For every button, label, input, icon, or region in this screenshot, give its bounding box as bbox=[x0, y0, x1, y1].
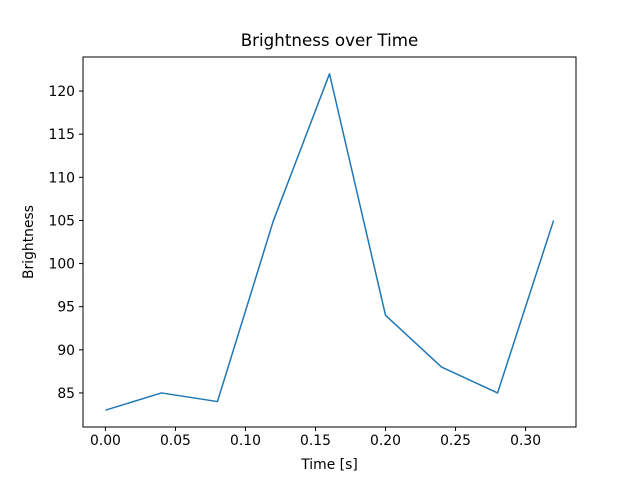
chart-title: Brightness over Time bbox=[241, 30, 419, 50]
y-axis-label: Brightness bbox=[21, 205, 37, 279]
y-tick-label: 100 bbox=[48, 257, 75, 273]
y-axis-ticks: 85 90 95 100 105 110 115 120 bbox=[48, 84, 83, 402]
x-tick-label: 0.15 bbox=[300, 433, 331, 449]
axes-frame bbox=[82, 56, 577, 428]
x-tick-label: 0.00 bbox=[90, 433, 121, 449]
y-tick-label: 120 bbox=[48, 84, 75, 100]
brightness-line-series bbox=[105, 73, 555, 411]
y-tick-label: 110 bbox=[48, 170, 75, 186]
y-tick-label: 95 bbox=[57, 300, 75, 316]
y-tick-label: 90 bbox=[57, 343, 75, 359]
x-tick-label: 0.25 bbox=[440, 433, 471, 449]
x-axis-label: Time [s] bbox=[300, 457, 358, 473]
x-tick-label: 0.30 bbox=[510, 433, 541, 449]
x-tick-label: 0.10 bbox=[230, 433, 261, 449]
y-tick-label: 115 bbox=[48, 127, 75, 143]
x-axis-ticks: 0.00 0.05 0.10 0.15 0.20 0.25 0.30 bbox=[90, 427, 541, 449]
y-tick-label: 85 bbox=[57, 386, 75, 402]
x-tick-label: 0.05 bbox=[160, 433, 191, 449]
y-tick-label: 105 bbox=[48, 213, 75, 229]
x-tick-label: 0.20 bbox=[370, 433, 401, 449]
